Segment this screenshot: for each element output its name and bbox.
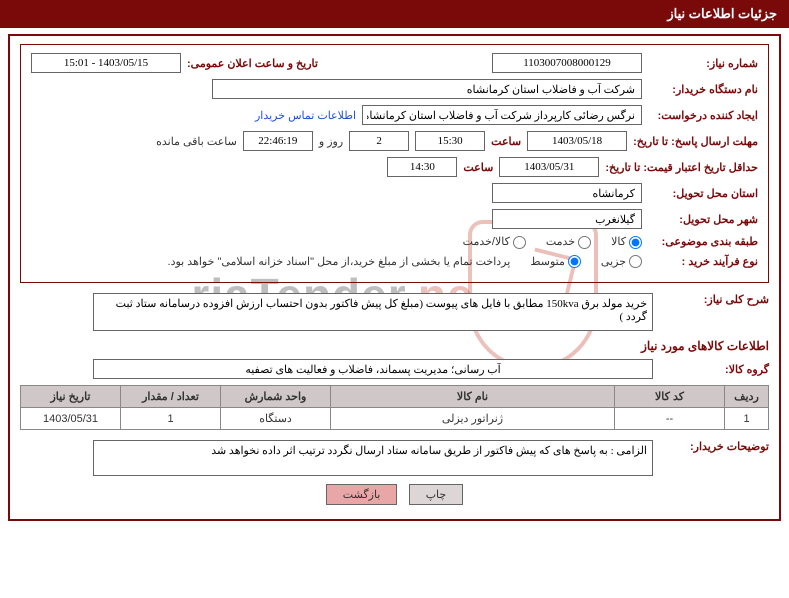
radio-goods[interactable] <box>629 236 642 249</box>
table-row: 1 -- ژنراتور دیزلی دستگاه 1 1403/05/31 <box>21 408 769 430</box>
th-unit: واحد شمارش <box>221 386 331 408</box>
days-and-label: روز و <box>319 135 343 148</box>
page-title: جزئیات اطلاعات نیاز <box>0 0 789 28</box>
th-row: ردیف <box>725 386 769 408</box>
goods-info-title: اطلاعات کالاهای مورد نیاز <box>20 339 769 353</box>
cell-date: 1403/05/31 <box>21 408 121 430</box>
hour-label-2: ساعت <box>463 161 493 174</box>
buyer-org-field[interactable] <box>212 79 642 99</box>
buyer-org-label: نام دستگاه خریدار: <box>648 83 758 96</box>
time-left-label: ساعت باقی مانده <box>156 135 237 148</box>
radio-partial[interactable] <box>629 255 642 268</box>
overall-need-text[interactable] <box>93 293 653 331</box>
requester-field[interactable] <box>362 105 642 125</box>
city-field[interactable] <box>492 209 642 229</box>
payment-note: پرداخت تمام یا بخشی از مبلغ خرید،از محل … <box>168 255 511 268</box>
days-left-field[interactable] <box>349 131 409 151</box>
buyer-notes-label: توضیحات خریدار: <box>659 440 769 453</box>
radio-goods-service-label: کالا/خدمت <box>463 235 526 249</box>
radio-medium-label: متوسط <box>530 255 581 269</box>
radio-goods-service[interactable] <box>513 236 526 249</box>
response-date-field[interactable] <box>527 131 627 151</box>
buyer-notes-text[interactable] <box>93 440 653 476</box>
process-type-label: نوع فرآیند خرید : <box>648 255 758 268</box>
hour-label-1: ساعت <box>491 135 521 148</box>
price-time-field[interactable] <box>387 157 457 177</box>
need-number-field[interactable] <box>492 53 642 73</box>
back-button[interactable]: بازگشت <box>326 484 398 505</box>
province-field[interactable] <box>492 183 642 203</box>
cell-name: ژنراتور دیزلی <box>331 408 615 430</box>
goods-group-label: گروه کالا: <box>659 363 769 376</box>
response-time-field[interactable] <box>415 131 485 151</box>
th-qty: تعداد / مقدار <box>121 386 221 408</box>
th-name: نام کالا <box>331 386 615 408</box>
cell-qty: 1 <box>121 408 221 430</box>
info-box: شماره نیاز: تاریخ و ساعت اعلان عمومی: نا… <box>20 44 769 283</box>
goods-group-field[interactable] <box>93 359 653 379</box>
price-date-field[interactable] <box>499 157 599 177</box>
radio-medium[interactable] <box>568 255 581 268</box>
cell-unit: دستگاه <box>221 408 331 430</box>
main-frame: شماره نیاز: تاریخ و ساعت اعلان عمومی: نا… <box>8 34 781 521</box>
th-date: تاریخ نیاز <box>21 386 121 408</box>
response-deadline-label: مهلت ارسال پاسخ: تا تاریخ: <box>633 135 758 148</box>
buyer-contact-link[interactable]: اطلاعات تماس خریدار <box>255 109 356 122</box>
announce-label: تاریخ و ساعت اعلان عمومی: <box>187 57 318 70</box>
radio-goods-label: کالا <box>611 235 642 249</box>
goods-table: ردیف کد کالا نام کالا واحد شمارش تعداد /… <box>20 385 769 430</box>
th-code: کد کالا <box>615 386 725 408</box>
subject-cat-label: طبقه بندی موضوعی: <box>648 235 758 248</box>
cell-row: 1 <box>725 408 769 430</box>
radio-partial-label: جزیی <box>601 255 642 269</box>
overall-need-label: شرح کلی نیاز: <box>659 293 769 306</box>
radio-service[interactable] <box>578 236 591 249</box>
province-label: استان محل تحویل: <box>648 187 758 200</box>
hours-left-field[interactable] <box>243 131 313 151</box>
need-number-label: شماره نیاز: <box>648 57 758 70</box>
requester-label: ایجاد کننده درخواست: <box>648 109 758 122</box>
announce-field[interactable] <box>31 53 181 73</box>
price-validity-label: حداقل تاریخ اعتبار قیمت: تا تاریخ: <box>605 161 758 174</box>
print-button[interactable]: چاپ <box>409 484 464 505</box>
radio-service-label: خدمت <box>546 235 591 249</box>
city-label: شهر محل تحویل: <box>648 213 758 226</box>
cell-code: -- <box>615 408 725 430</box>
